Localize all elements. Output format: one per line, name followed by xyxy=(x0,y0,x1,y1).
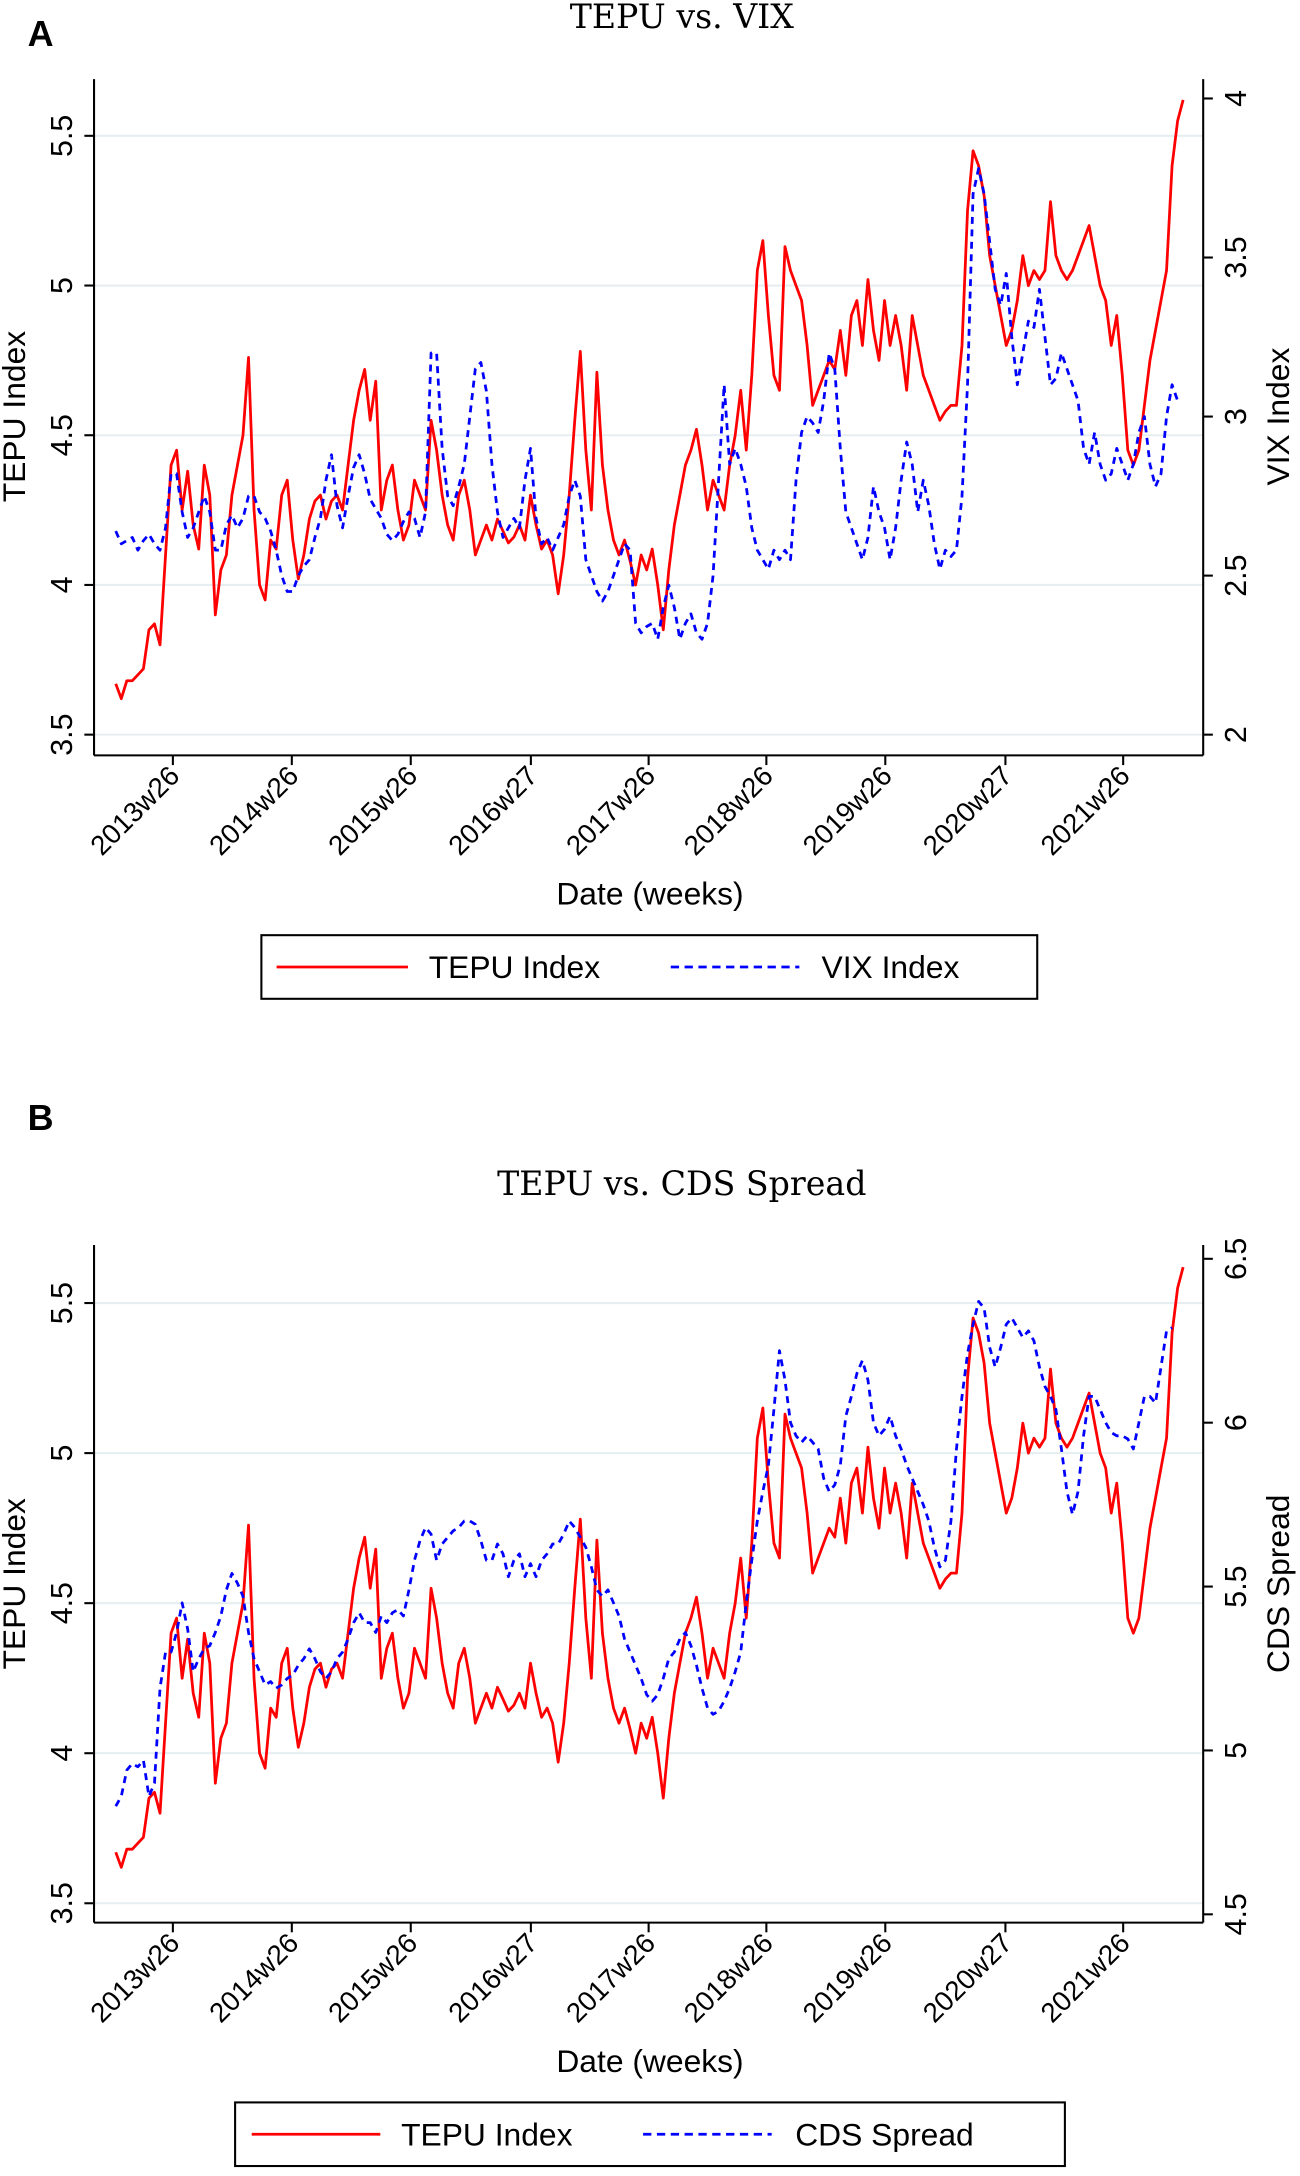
x-tick-label: 2019w26 xyxy=(797,1927,898,2028)
y-tick-label-right: 2 xyxy=(1219,726,1253,743)
series-line-tepu-index xyxy=(114,99,1185,701)
x-axis-label: Date (weeks) xyxy=(556,876,743,912)
x-tick-label: 2021w26 xyxy=(1034,1927,1135,2028)
y-tick-label-left: 3.5 xyxy=(45,714,79,756)
panel-b: B TEPU vs. CDS Spread 3.5 4 4.5 5 5.5 4.5 5 5.5… xyxy=(0,1097,1296,2168)
x-tick-label: 2015w26 xyxy=(322,760,423,861)
x-tick-label: 2017w26 xyxy=(560,1927,661,2028)
legend: TEPU Index CDS Spread xyxy=(234,2101,1066,2168)
legend-label-cds: CDS Spread xyxy=(795,2116,974,2152)
x-tick-label: 2013w26 xyxy=(84,1927,185,2028)
legend-box xyxy=(260,934,1039,1000)
y-tick-label-right: 5.5 xyxy=(1219,1565,1253,1607)
y-tick-label-left: 4 xyxy=(45,576,79,593)
x-axis-label: Date (weeks) xyxy=(556,2043,743,2079)
y-axis-label-right: CDS Spread xyxy=(1260,1495,1296,1674)
y-tick-label-right: 3.5 xyxy=(1219,236,1253,278)
x-tick-label: 2014w26 xyxy=(203,1927,304,2028)
series-layer xyxy=(114,1266,1185,1869)
gridlines xyxy=(94,1302,1204,1905)
y-axis-label-left: TEPU Index xyxy=(0,331,32,503)
panel-a: A TEPU vs. VIX 3.5 4 4.5 5 5.5 2 2.5 3 3.5 4 2013w… xyxy=(0,0,1296,1000)
x-tick-label: 2018w26 xyxy=(678,760,779,861)
x-tick-label: 2020w27 xyxy=(917,760,1018,861)
y-tick-label-left: 5 xyxy=(45,277,79,294)
series-line-vix-index xyxy=(114,167,1179,641)
series-layer xyxy=(114,99,1185,701)
y-axis-label-right: VIX Index xyxy=(1260,348,1296,486)
x-tick-label: 2021w26 xyxy=(1034,760,1135,861)
x-tick-label: 2016w27 xyxy=(442,1927,543,2028)
y-tick-label-left: 3.5 xyxy=(45,1882,79,1924)
x-tick-label: 2018w26 xyxy=(678,1927,779,2028)
x-tick-label: 2020w27 xyxy=(917,1927,1018,2028)
y-tick-label-left: 4.5 xyxy=(45,414,79,456)
y-tick-label-right: 2.5 xyxy=(1219,554,1253,596)
legend: TEPU Index VIX Index xyxy=(260,934,1039,1000)
x-tick-label: 2013w26 xyxy=(84,760,185,861)
y-tick-label-left: 5.5 xyxy=(45,1282,79,1324)
y-tick-label-right: 3 xyxy=(1219,408,1253,425)
x-tick-label: 2015w26 xyxy=(322,1927,423,2028)
x-tick-label: 2017w26 xyxy=(560,760,661,861)
y-tick-label-left: 5 xyxy=(45,1445,79,1462)
legend-label-tepu: TEPU Index xyxy=(429,949,601,985)
y-tick-label-right: 6.5 xyxy=(1219,1238,1253,1280)
axes: 3.5 4 4.5 5 5.5 2 2.5 3 3.5 4 2013w26 2014w26 2015w2… xyxy=(45,79,1253,861)
y-axis-label-left: TEPU Index xyxy=(0,1498,32,1670)
legend-label-tepu: TEPU Index xyxy=(401,2116,573,2152)
x-tick-label: 2014w26 xyxy=(203,760,304,861)
y-tick-label-left: 4 xyxy=(45,1745,79,1762)
y-tick-label-right: 4.5 xyxy=(1219,1893,1253,1935)
chart-title: TEPU vs. VIX xyxy=(570,0,795,36)
panel-letter: A xyxy=(28,13,54,54)
panel-letter: B xyxy=(28,1097,54,1138)
y-tick-label-right: 6 xyxy=(1219,1414,1253,1431)
series-line-tepu-index xyxy=(114,1266,1185,1869)
x-tick-label: 2016w27 xyxy=(442,760,543,861)
y-tick-label-left: 4.5 xyxy=(45,1582,79,1624)
gridlines xyxy=(94,134,1204,736)
y-tick-label-right: 5 xyxy=(1219,1742,1253,1759)
axes: 3.5 4 4.5 5 5.5 4.5 5 5.5 6 6.5 2013w26 2014w26 2015… xyxy=(45,1238,1253,2029)
y-tick-label-right: 4 xyxy=(1219,90,1253,107)
chart-title: TEPU vs. CDS Spread xyxy=(497,1164,866,1203)
y-tick-label-left: 5.5 xyxy=(45,115,79,157)
x-tick-label: 2019w26 xyxy=(797,760,898,861)
legend-label-vix: VIX Index xyxy=(821,949,959,985)
